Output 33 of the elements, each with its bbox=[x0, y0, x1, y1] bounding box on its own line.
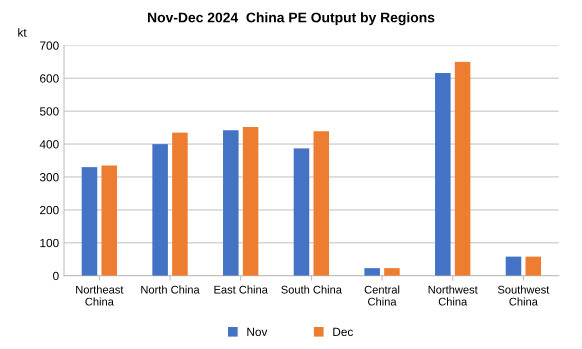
x-tick-label: Northwest China bbox=[428, 285, 478, 306]
x-tick-label: East China bbox=[214, 285, 268, 294]
y-tick-label: 600 bbox=[40, 74, 59, 83]
bar bbox=[101, 165, 118, 276]
legend-label: Dec bbox=[333, 328, 353, 336]
bar bbox=[223, 130, 239, 276]
bar bbox=[313, 131, 330, 276]
bar bbox=[526, 256, 542, 276]
y-tick-label: 500 bbox=[40, 107, 59, 116]
bar bbox=[435, 73, 451, 276]
bar bbox=[82, 167, 98, 276]
x-tick-label: Northeast China bbox=[76, 285, 124, 306]
y-tick-label: 100 bbox=[40, 238, 59, 248]
x-tick-label: Southwest China bbox=[498, 285, 550, 306]
chart-title: Nov-Dec 2024 China PE Output by Regions bbox=[148, 12, 434, 26]
bar bbox=[242, 126, 258, 276]
y-tick-label: 0 bbox=[53, 272, 59, 280]
bar bbox=[454, 62, 470, 276]
bar bbox=[364, 268, 380, 276]
y-tick-label: 200 bbox=[40, 206, 59, 214]
bar bbox=[152, 144, 168, 276]
bar bbox=[172, 132, 188, 276]
x-tick-label: Central China bbox=[364, 285, 400, 306]
legend-label: Nov bbox=[247, 328, 268, 336]
y-tick-label: 400 bbox=[40, 140, 59, 148]
bar bbox=[506, 256, 522, 276]
x-tick-label: South China bbox=[281, 285, 342, 294]
y-tick-label: 700 bbox=[40, 41, 59, 50]
x-tick-label: North China bbox=[141, 285, 200, 294]
bar bbox=[384, 268, 400, 276]
y-axis-title: kt bbox=[18, 28, 27, 37]
y-tick-label: 300 bbox=[40, 173, 59, 182]
bar bbox=[294, 148, 310, 276]
